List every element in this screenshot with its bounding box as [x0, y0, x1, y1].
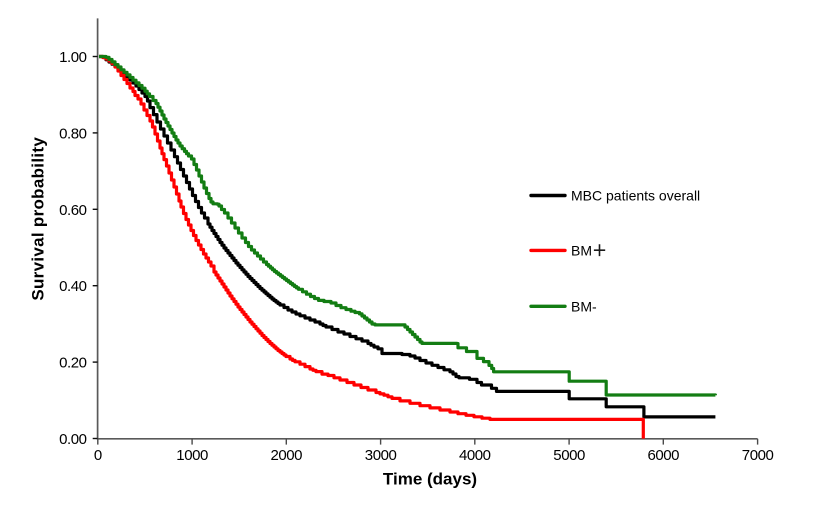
svg-text:4000: 4000 — [459, 447, 491, 464]
svg-text:Time (days): Time (days) — [383, 470, 477, 489]
svg-text:0.60: 0.60 — [59, 202, 87, 219]
svg-text:7000: 7000 — [742, 447, 774, 464]
svg-text:0.40: 0.40 — [59, 278, 87, 295]
svg-text:1.00: 1.00 — [59, 49, 87, 66]
svg-text:0: 0 — [94, 447, 102, 464]
svg-text:5000: 5000 — [553, 447, 585, 464]
svg-text:MBC patients overall: MBC patients overall — [571, 188, 700, 204]
svg-text:BM-: BM- — [571, 298, 597, 314]
svg-text:Survival probability: Survival probability — [29, 137, 48, 301]
svg-text:1000: 1000 — [176, 447, 208, 464]
svg-text:0.80: 0.80 — [59, 125, 87, 142]
svg-text:0.00: 0.00 — [59, 431, 87, 448]
svg-text:3000: 3000 — [365, 447, 397, 464]
svg-text:0.20: 0.20 — [59, 355, 87, 372]
svg-text:2000: 2000 — [271, 447, 303, 464]
svg-text:BM: BM — [571, 243, 592, 259]
svg-text:6000: 6000 — [648, 447, 680, 464]
